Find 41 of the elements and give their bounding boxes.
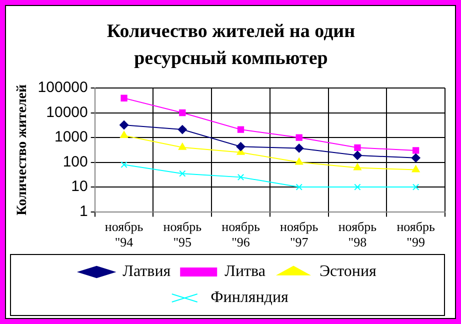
point (178, 142, 186, 150)
point (120, 94, 128, 102)
point (296, 134, 302, 141)
point (412, 165, 420, 172)
x-tick-label: ноябрь "94 (104, 219, 144, 250)
x-tick-label: ноябрь "96 (222, 219, 260, 250)
x-tick-label: ноябрь "95 (163, 219, 202, 250)
point (352, 150, 362, 160)
point (411, 153, 420, 162)
x-tick-label: ноябрь "99 (396, 219, 436, 250)
y-tick-label: 1 (80, 202, 88, 220)
point (294, 144, 304, 153)
legend-label: Эстония (319, 263, 378, 280)
legend-label: Латвия (122, 263, 172, 280)
point (179, 109, 186, 116)
point (354, 163, 362, 170)
y-tick-label: 10000 (46, 104, 88, 121)
y-axis-title: Количество жителей (15, 84, 30, 216)
point (120, 120, 129, 130)
point (178, 125, 187, 134)
legend-label: Литва (224, 263, 266, 280)
legend-label: Финляндия (210, 289, 290, 306)
point (120, 161, 128, 168)
y-tick-label: 1000 (54, 128, 88, 146)
y-tick-label: 10 (71, 178, 88, 196)
y-tick-label: 100000 (38, 79, 88, 96)
point (237, 126, 244, 133)
point (236, 142, 246, 152)
point (237, 174, 244, 181)
point (295, 158, 304, 165)
point (354, 184, 361, 190)
chart-title: Количество жителей на один ресурсный компьютер (106, 20, 356, 71)
x-tick-label: ноябрь "98 (338, 219, 377, 250)
point (179, 170, 186, 177)
point (412, 147, 420, 154)
point (120, 131, 128, 138)
point (296, 184, 302, 190)
point (412, 184, 420, 190)
x-tick-label: ноябрь "97 (280, 219, 318, 250)
point (354, 144, 361, 151)
y-tick-label: 100 (62, 153, 88, 170)
